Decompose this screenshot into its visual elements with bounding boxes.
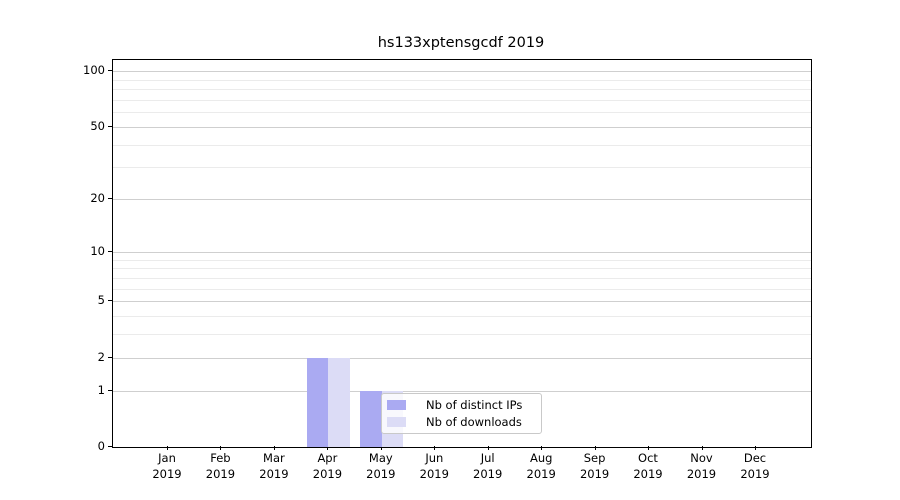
bar-nb-of-distinct-ips (307, 357, 329, 447)
legend-label: Nb of downloads (426, 415, 522, 430)
y-gridline-major (113, 199, 811, 201)
y-gridline-minor (113, 288, 811, 290)
legend-entry-distinct-ips: Nb of distinct IPs (382, 396, 541, 414)
x-tick-label: Oct 2019 (633, 451, 663, 481)
bar-nb-of-downloads (328, 357, 350, 447)
legend-label: Nb of distinct IPs (426, 397, 523, 412)
y-gridline-minor (113, 167, 811, 169)
x-tick-label: Nov 2019 (686, 451, 717, 481)
y-tick-mark (108, 389, 112, 391)
x-tick-mark (541, 446, 543, 450)
x-tick-label: Jan 2019 (152, 451, 182, 481)
y-gridline-minor (113, 259, 811, 261)
x-tick-label: Apr 2019 (312, 451, 343, 481)
x-tick-mark (220, 446, 222, 450)
y-tick-mark (108, 70, 112, 72)
y-tick-label: 20 (90, 191, 105, 206)
y-gridline-minor (113, 334, 811, 336)
legend: Nb of distinct IPs Nb of downloads (381, 393, 542, 434)
x-tick-label: Dec 2019 (740, 451, 770, 481)
y-gridline-minor (113, 144, 811, 146)
y-tick-mark (108, 356, 112, 358)
x-tick-label: May 2019 (366, 451, 396, 481)
y-gridline-major (113, 251, 811, 253)
x-tick-label: Jul 2019 (473, 451, 503, 481)
y-tick-label: 0 (97, 439, 105, 453)
y-gridline-major (113, 390, 811, 392)
y-gridline-minor (113, 79, 811, 81)
y-tick-label: 2 (97, 349, 105, 364)
chart-title: hs133xptensgcdf 2019 (377, 35, 545, 51)
y-gridline-major (113, 71, 811, 73)
plot-area (112, 59, 812, 448)
distinct-ips-swatch (387, 399, 406, 410)
y-gridline-major (113, 357, 811, 359)
y-gridline-minor (113, 100, 811, 101)
y-gridline-minor (113, 316, 811, 317)
x-tick-mark (487, 446, 489, 450)
y-gridline-minor (113, 268, 811, 270)
y-gridline-major (113, 126, 811, 128)
x-tick-label: Sep 2019 (579, 451, 610, 481)
x-tick-mark (434, 446, 436, 450)
y-tick-label: 5 (97, 293, 105, 308)
y-tick-label: 1 (97, 382, 105, 397)
y-gridline-minor (113, 89, 811, 91)
x-tick-mark (648, 446, 649, 450)
y-tick-label: 100 (83, 63, 105, 78)
y-tick-mark (108, 198, 112, 200)
y-gridline-minor (113, 277, 811, 279)
y-tick-label: 50 (90, 118, 105, 133)
x-tick-label: Mar 2019 (259, 451, 289, 481)
x-tick-mark (327, 446, 329, 450)
x-tick-mark (273, 446, 275, 450)
x-tick-mark (701, 446, 703, 450)
x-tick-mark (380, 446, 382, 450)
y-tick-mark (108, 446, 112, 447)
x-tick-mark (755, 446, 756, 450)
legend-entry-downloads: Nb of downloads (382, 414, 541, 432)
x-tick-mark (594, 446, 596, 450)
downloads-swatch (387, 417, 406, 428)
y-tick-label: 10 (90, 243, 105, 258)
bar-nb-of-distinct-ips (360, 390, 382, 447)
x-tick-mark (167, 446, 168, 450)
y-tick-mark (108, 125, 112, 127)
y-tick-mark (108, 300, 112, 302)
y-gridline-minor (113, 112, 811, 114)
x-tick-label: Feb 2019 (205, 451, 236, 481)
x-tick-label: Aug 2019 (526, 451, 556, 481)
y-gridline-major (113, 301, 811, 303)
x-tick-label: Jun 2019 (419, 451, 449, 481)
y-tick-mark (108, 250, 112, 252)
